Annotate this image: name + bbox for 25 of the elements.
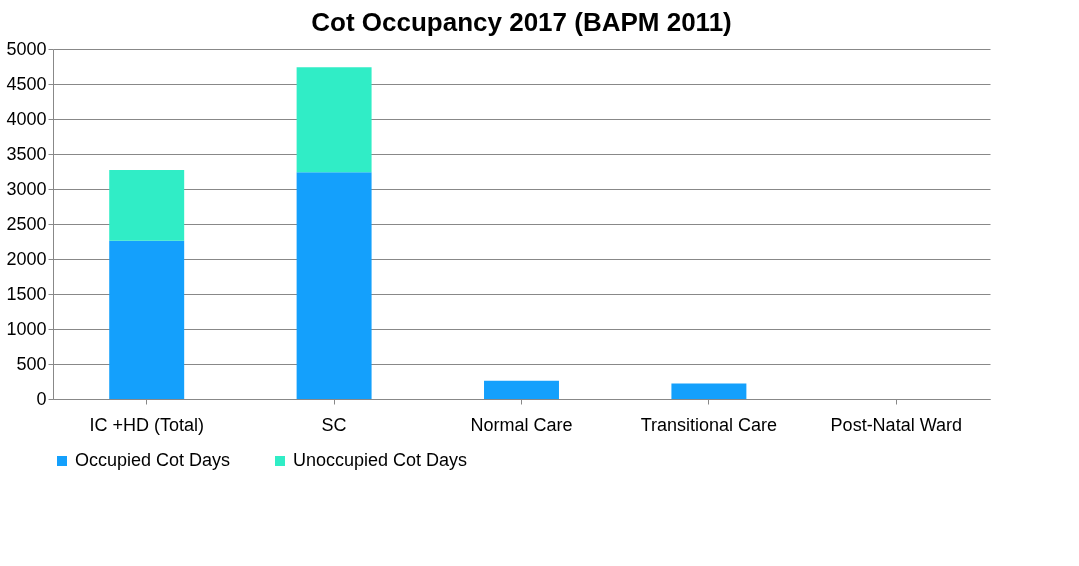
legend-label: Occupied Cot Days <box>75 450 231 470</box>
bar <box>109 170 185 241</box>
x-tick-label: IC +HD (Total) <box>89 414 204 435</box>
x-tick-label: SC <box>321 414 347 435</box>
x-tick-label: Normal Care <box>470 414 573 435</box>
y-tick-label: 2500 <box>6 213 47 234</box>
x-tick-label: Post-Natal Ward <box>830 414 962 435</box>
bar <box>296 67 372 173</box>
chart-title: Cot Occupancy 2017 (BAPM 2011) <box>311 7 732 37</box>
y-tick-label: 3500 <box>6 143 47 164</box>
bar <box>296 172 372 399</box>
y-tick-label: 1500 <box>6 283 47 304</box>
bar <box>109 240 185 399</box>
bar <box>484 380 559 399</box>
bar <box>671 383 747 399</box>
y-tick-label: 4000 <box>6 108 47 129</box>
legend-label: Unoccupied Cot Days <box>293 450 468 470</box>
y-tick-label: 3000 <box>6 178 47 199</box>
y-tick-label: 4500 <box>6 73 47 94</box>
y-tick-label: 2000 <box>6 248 47 269</box>
y-tick-label: 1000 <box>6 318 47 339</box>
y-tick-label: 5000 <box>6 38 47 59</box>
y-tick-label: 0 <box>36 388 47 409</box>
x-tick-label: Transitional Care <box>640 414 778 435</box>
y-tick-label: 500 <box>16 353 47 374</box>
